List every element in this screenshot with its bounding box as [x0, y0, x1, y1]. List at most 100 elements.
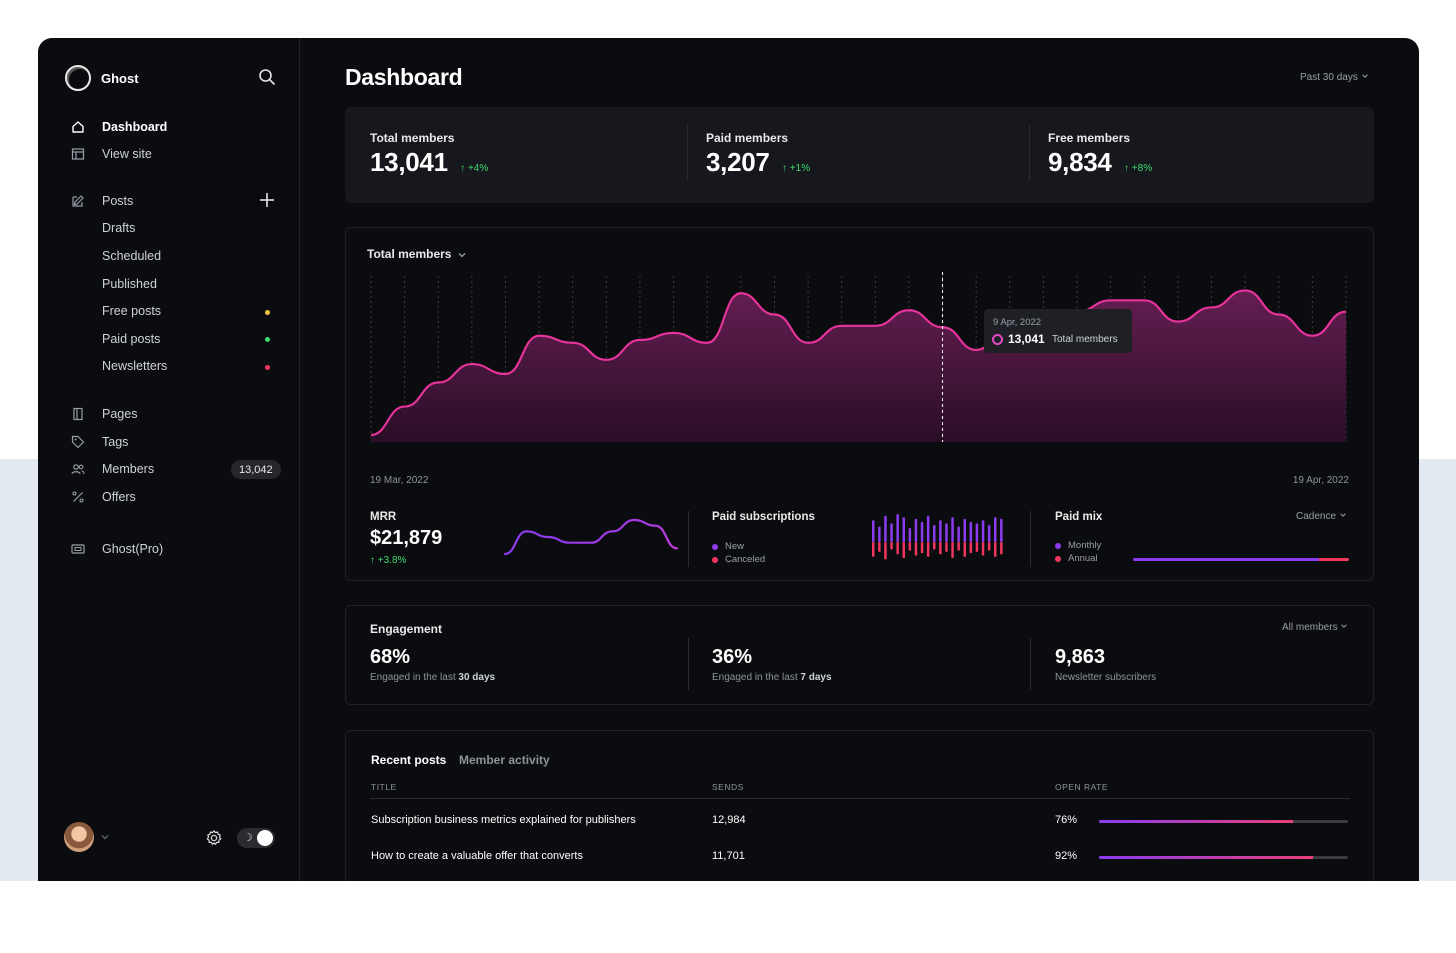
- legend-dot: [712, 543, 718, 550]
- engagement-filter-select[interactable]: All members: [1282, 622, 1348, 633]
- caption-text: Engaged in the last: [370, 672, 459, 683]
- stat-label: Total members: [370, 131, 455, 145]
- sidebar-item-newsletters[interactable]: Newsletters: [102, 359, 168, 373]
- canceled-subscriptions-bar: [951, 542, 954, 559]
- open-rate-bar: [1099, 856, 1348, 859]
- date-range-select[interactable]: Past 30 days: [1300, 72, 1369, 83]
- subscriptions-bar-chart[interactable]: [868, 508, 1008, 564]
- new-subscriptions-bar: [1000, 518, 1003, 542]
- caption-bold: 7 days: [800, 672, 832, 683]
- mrr-value: $21,879: [370, 527, 443, 549]
- stat-paid-members[interactable]: Paid members 3,207 ↑ +1%: [706, 131, 810, 178]
- paid-mix-bar[interactable]: [1133, 558, 1349, 561]
- post-open-rate: 92%: [1055, 850, 1078, 862]
- new-subscriptions-bar: [896, 514, 899, 542]
- dark-mode-toggle[interactable]: ☽: [237, 828, 275, 848]
- chevron-down-icon: [1340, 513, 1346, 517]
- paid-posts-dot: [265, 337, 270, 342]
- stat-total-members[interactable]: Total members 13,041 ↑ +4%: [370, 131, 488, 178]
- canceled-subscriptions-bar: [969, 542, 973, 554]
- sidebar-item-drafts[interactable]: Drafts: [102, 221, 136, 235]
- mrr-sparkline[interactable]: [501, 514, 681, 558]
- tooltip-label: Total members: [1052, 334, 1118, 345]
- chart-title[interactable]: Total members: [367, 247, 452, 261]
- canceled-subscriptions-bar: [878, 542, 881, 552]
- percent-icon: [71, 490, 85, 504]
- new-subscriptions-bar: [872, 520, 875, 542]
- members-count-badge: 13,042: [231, 460, 281, 479]
- gear-icon[interactable]: [205, 829, 223, 847]
- sidebar-item-offers[interactable]: Offers: [71, 488, 136, 506]
- new-subscriptions-bar: [963, 518, 966, 542]
- sidebar-item-label: Dashboard: [102, 120, 168, 134]
- canceled-subscriptions-bar: [884, 542, 887, 560]
- sidebar-item-label: Members: [102, 462, 155, 476]
- post-title-link[interactable]: Subscription business metrics explained …: [371, 814, 636, 826]
- chevron-down-icon[interactable]: [100, 832, 110, 842]
- post-title-link[interactable]: How to create a valuable offer that conv…: [371, 850, 583, 862]
- cadence-label: Cadence: [1296, 511, 1337, 522]
- sidebar-item-label: Posts: [102, 194, 134, 208]
- sidebar: Ghost Dashboard View site Posts: [38, 38, 300, 881]
- cadence-select[interactable]: Cadence: [1296, 511, 1347, 522]
- divider: [688, 638, 689, 690]
- post-sends: 12,984: [712, 814, 746, 826]
- new-subscriptions-bar: [902, 517, 905, 542]
- page-icon: [71, 407, 85, 421]
- new-subscriptions-bar: [994, 517, 997, 542]
- canceled-subscriptions-bar: [994, 542, 997, 557]
- sidebar-item-label: Pages: [102, 407, 138, 421]
- legend-label: Annual: [1068, 553, 1098, 564]
- engagement-card: Engagement All members 68% Engaged in th…: [345, 605, 1374, 705]
- new-subscriptions-bar: [945, 523, 948, 542]
- stat-delta: ↑ +8%: [1124, 163, 1153, 174]
- avatar[interactable]: [64, 822, 94, 852]
- engagement-caption: Engaged in the last 30 days: [370, 672, 495, 683]
- chevron-down-icon: [1361, 74, 1368, 78]
- mrr-label: MRR: [370, 511, 397, 523]
- sidebar-item-pages[interactable]: Pages: [71, 405, 137, 423]
- sidebar-item-scheduled[interactable]: Scheduled: [102, 249, 162, 263]
- sidebar-item-published[interactable]: Published: [102, 277, 157, 291]
- sidebar-item-ghost-pro[interactable]: Ghost(Pro): [71, 540, 163, 558]
- canceled-subscriptions-bar: [872, 542, 875, 557]
- stat-free-members[interactable]: Free members 9,834 ↑ +8%: [1048, 131, 1152, 178]
- engagement-value: 68%: [370, 646, 411, 668]
- canceled-subscriptions-bar: [939, 542, 942, 555]
- add-post-icon[interactable]: [259, 192, 275, 208]
- stat-value: 9,834: [1048, 147, 1112, 177]
- canceled-subscriptions-bar: [987, 542, 991, 551]
- engagement-filter-label: All members: [1282, 622, 1338, 633]
- paid-mix-label: Paid mix: [1055, 511, 1103, 523]
- brand[interactable]: Ghost: [65, 65, 139, 91]
- canceled-subscriptions-bar: [945, 542, 948, 552]
- new-subscriptions-bar: [969, 521, 973, 542]
- legend-dot: [1055, 542, 1061, 549]
- sidebar-item-members[interactable]: Members: [71, 460, 154, 478]
- caption-bold: 30 days: [458, 672, 496, 683]
- members-area-chart[interactable]: [370, 272, 1347, 460]
- new-subscriptions-bar: [981, 520, 985, 542]
- open-rate-bar-fill: [1099, 856, 1314, 859]
- new-subscriptions-bar: [920, 521, 924, 542]
- engagement-title: Engagement: [370, 622, 443, 636]
- mrr-delta: ↑ +3.8%: [370, 555, 407, 566]
- tab-recent-posts[interactable]: Recent posts: [371, 753, 447, 767]
- chart-start-date: 19 Mar, 2022: [370, 475, 429, 486]
- divider: [1029, 125, 1030, 181]
- chevron-down-icon[interactable]: [457, 250, 467, 260]
- tooltip-date: 9 Apr, 2022: [993, 317, 1042, 328]
- sidebar-item-free-posts[interactable]: Free posts: [102, 304, 162, 318]
- sidebar-item-dashboard[interactable]: Dashboard: [71, 118, 167, 136]
- sidebar-item-view-site[interactable]: View site: [71, 145, 152, 163]
- sidebar-item-tags[interactable]: Tags: [71, 433, 128, 451]
- toggle-knob: [257, 830, 273, 846]
- legend-annual: Annual: [1055, 553, 1098, 564]
- tab-member-activity[interactable]: Member activity: [459, 753, 550, 767]
- sidebar-item-posts[interactable]: Posts: [71, 192, 133, 210]
- sidebar-item-paid-posts[interactable]: Paid posts: [102, 332, 161, 346]
- engagement-value: 9,863: [1055, 646, 1106, 668]
- search-icon[interactable]: [258, 68, 276, 86]
- stat-value: 13,041: [370, 147, 448, 177]
- caption-text: Engaged in the last: [712, 672, 801, 683]
